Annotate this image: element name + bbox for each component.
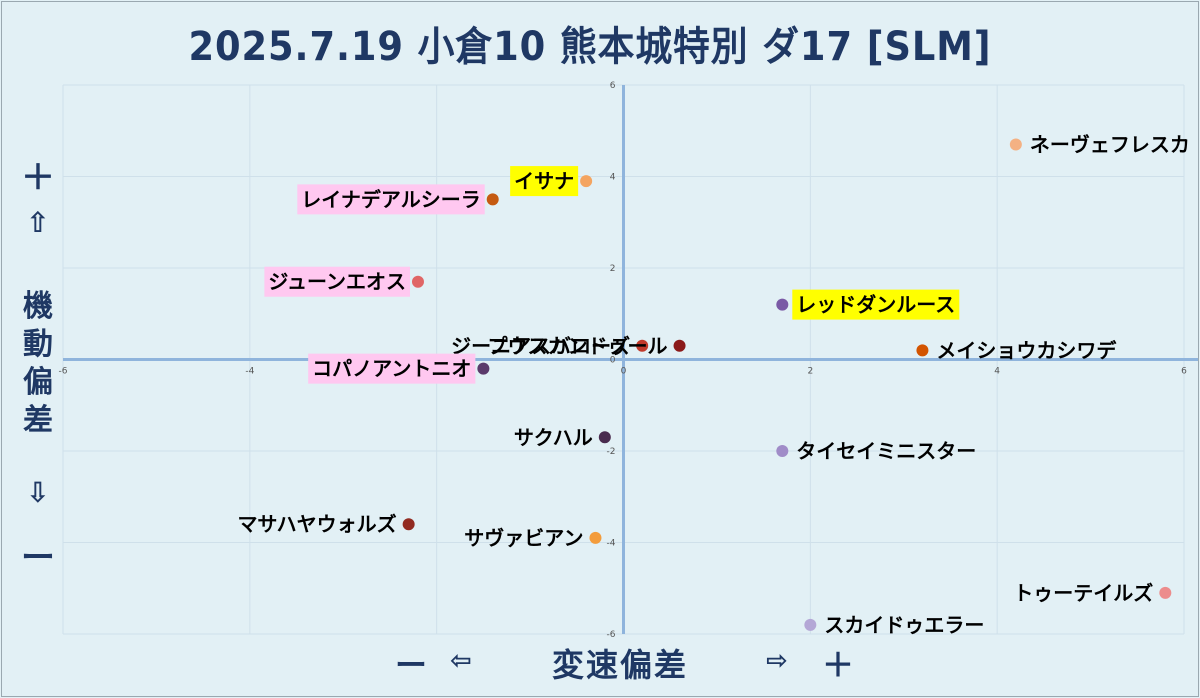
point-label: サクハル bbox=[514, 425, 593, 449]
data-point bbox=[636, 339, 649, 352]
y-tick-label: -6 bbox=[607, 630, 616, 640]
point-label: トゥーテイルズ bbox=[1013, 581, 1153, 605]
data-point bbox=[486, 193, 499, 206]
y-label-char: 機 bbox=[23, 289, 53, 324]
data-point bbox=[776, 298, 789, 311]
y-tick-label: 6 bbox=[610, 81, 616, 91]
data-point bbox=[589, 531, 602, 544]
y-tick-label: 4 bbox=[610, 173, 616, 183]
point-label: コパノアントニオ bbox=[312, 357, 471, 381]
y-tick-label: -2 bbox=[607, 447, 616, 457]
point-label-highlight bbox=[792, 289, 960, 320]
y-label-char: 差 bbox=[23, 403, 53, 438]
point-label: プウスカンドゥール bbox=[488, 334, 668, 358]
point-label: ジーニアスバローズ bbox=[451, 334, 630, 358]
point-label: イサナ bbox=[514, 169, 574, 193]
y-label-char: 偏 bbox=[23, 365, 53, 400]
y-axis-label: 機 動 偏 差 bbox=[18, 288, 58, 440]
y-plus-sign: ＋ bbox=[21, 158, 55, 198]
data-point bbox=[916, 344, 929, 357]
point-label: ジューンエオス bbox=[268, 270, 406, 294]
data-point bbox=[804, 618, 817, 631]
point-label-highlight bbox=[264, 266, 410, 297]
data-point bbox=[598, 431, 611, 444]
x-tick-label: -6 bbox=[59, 367, 68, 377]
y-tick-label: -4 bbox=[607, 539, 616, 549]
down-arrow-icon: ⇩ bbox=[26, 476, 50, 509]
y-tick-label: 0 bbox=[610, 356, 616, 366]
chart-title: 2025.7.19 小倉10 熊本城特別 ダ17 [SLM] bbox=[188, 24, 992, 70]
data-point bbox=[411, 275, 424, 288]
point-label: タイセイミニスター bbox=[796, 439, 976, 463]
point-label: メイショウカシワデ bbox=[936, 338, 1117, 362]
x-minus-sign: ー bbox=[395, 646, 428, 684]
right-arrow-icon: ⇨ bbox=[766, 646, 788, 676]
y-label-char: 動 bbox=[23, 327, 53, 362]
left-arrow-icon: ⇦ bbox=[450, 646, 472, 676]
data-point bbox=[402, 518, 415, 531]
up-arrow-icon: ⇧ bbox=[26, 206, 50, 239]
data-point bbox=[1159, 586, 1172, 599]
y-minus-sign: ー bbox=[21, 538, 55, 578]
point-label: サヴァビアン bbox=[464, 526, 583, 550]
point-label: レイナデアルシーラ bbox=[301, 187, 480, 211]
x-tick-label: 4 bbox=[994, 367, 1000, 377]
point-label: レッドダンルース bbox=[796, 293, 955, 317]
point-label-highlight bbox=[510, 166, 579, 197]
data-point bbox=[477, 362, 490, 375]
data-point bbox=[1009, 138, 1022, 151]
x-tick-label: 0 bbox=[621, 367, 627, 377]
point-label-highlight bbox=[297, 184, 485, 215]
x-plus-sign: ＋ bbox=[822, 646, 855, 684]
point-label: マサハヤウォルズ bbox=[237, 512, 396, 536]
x-tick-label: -4 bbox=[245, 367, 254, 377]
point-label: スカイドゥエラー bbox=[824, 613, 984, 637]
x-tick-label: 2 bbox=[807, 367, 813, 377]
x-axis-label: 変速偏差 bbox=[552, 646, 689, 684]
point-label: ネーヴェフレスカ bbox=[1030, 132, 1190, 156]
data-point bbox=[776, 445, 789, 457]
y-tick-label: 2 bbox=[610, 264, 616, 274]
point-label-highlight bbox=[308, 353, 476, 384]
data-point bbox=[580, 175, 593, 188]
data-point bbox=[673, 339, 686, 352]
x-tick-label: 6 bbox=[1181, 367, 1187, 377]
